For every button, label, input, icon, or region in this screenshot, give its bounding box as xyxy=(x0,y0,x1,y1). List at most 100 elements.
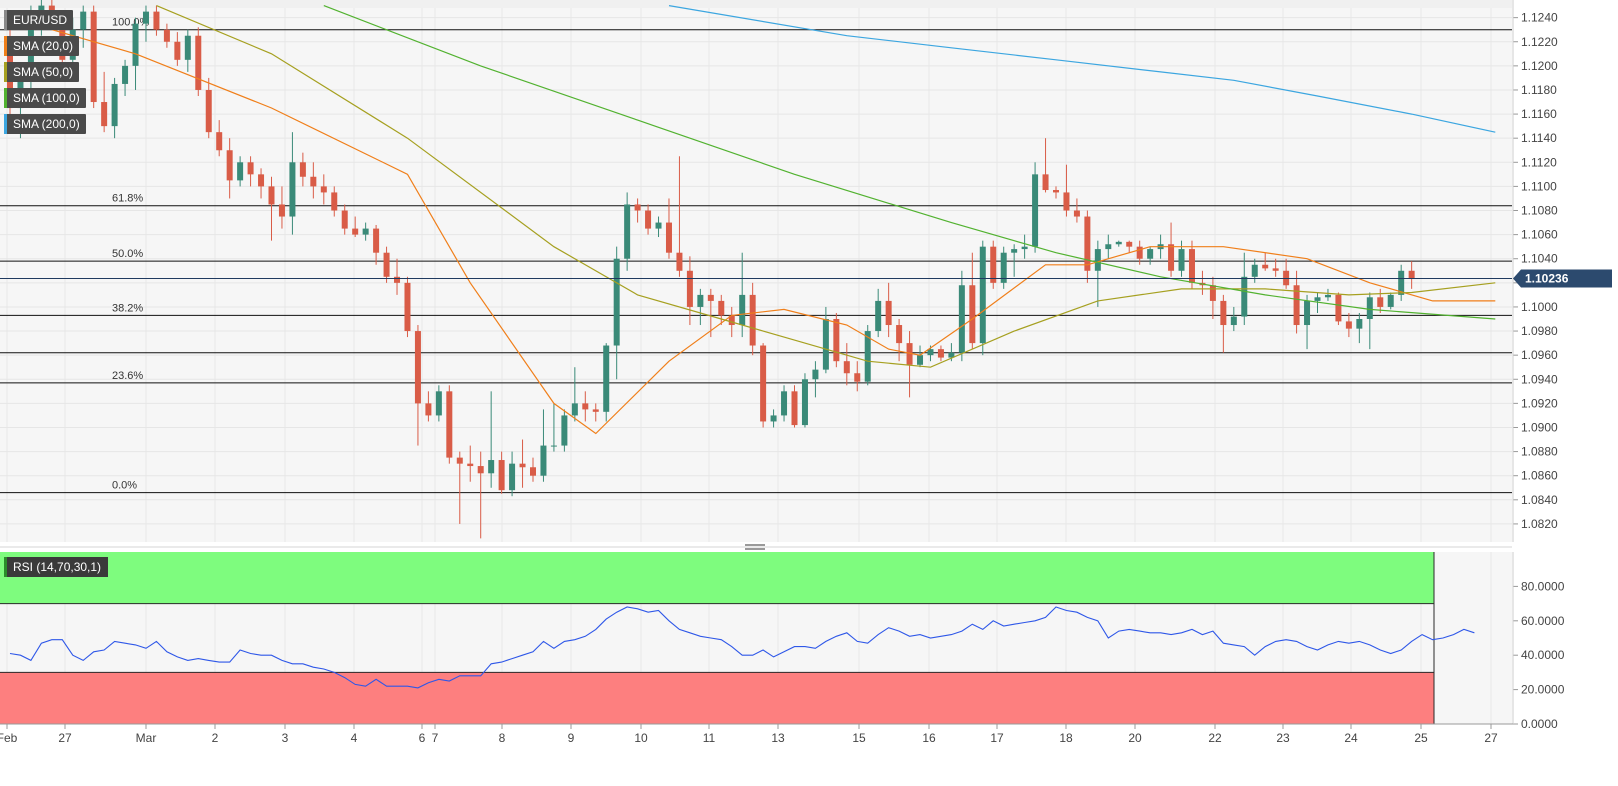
legend-sma-100: SMA (100,0) xyxy=(4,88,86,108)
y-tick-label-main: 1.1200 xyxy=(1521,59,1558,73)
candle-body xyxy=(247,162,254,175)
candle-body xyxy=(362,228,369,235)
x-tick-label: 9 xyxy=(568,731,575,745)
candle-body xyxy=(1084,216,1091,271)
y-tick-label-main: 1.1080 xyxy=(1521,204,1558,218)
y-tick-label-main: 1.0840 xyxy=(1521,493,1558,507)
candle-body xyxy=(1324,294,1331,298)
candle-body xyxy=(822,318,829,370)
candle-body xyxy=(467,463,474,467)
candle-body xyxy=(896,325,903,344)
candle-body xyxy=(195,35,202,90)
x-tick-label: 10 xyxy=(634,731,648,745)
candle-body xyxy=(624,204,631,259)
candle-body xyxy=(1241,276,1248,317)
y-tick-label-rsi: 80.0000 xyxy=(1521,579,1565,593)
candle-body xyxy=(833,318,840,362)
y-tick-label-main: 1.1220 xyxy=(1521,35,1558,49)
x-tick-label: 11 xyxy=(703,731,716,745)
x-tick-label: 27 xyxy=(58,731,72,745)
sma-line xyxy=(9,17,1496,435)
x-tick-label: 25 xyxy=(1414,731,1428,745)
x-tick-label: 18 xyxy=(1059,731,1073,745)
candle-body xyxy=(1136,246,1143,259)
candle-body xyxy=(1188,249,1195,283)
candle-body xyxy=(1304,300,1311,326)
candle-body xyxy=(237,162,244,181)
candle-body xyxy=(1408,270,1415,279)
x-tick-label: 2 xyxy=(212,731,219,745)
candle-body xyxy=(927,349,934,356)
sma-line xyxy=(156,5,1496,368)
sma-line xyxy=(668,5,1496,133)
x-tick-label: 4 xyxy=(351,731,358,745)
x-tick-label: 15 xyxy=(852,731,866,745)
candle-body xyxy=(948,352,955,358)
fib-level-label: 50.0% xyxy=(112,248,143,260)
candle-body xyxy=(791,391,798,426)
legend-sma-50-swatch xyxy=(4,62,7,82)
candle-body xyxy=(1115,241,1122,245)
candle-body xyxy=(394,276,401,283)
candle-body xyxy=(488,460,495,474)
sma-line xyxy=(323,5,1496,320)
candle-body xyxy=(414,331,421,404)
candle-body xyxy=(299,162,306,177)
candle-body xyxy=(969,285,976,344)
candle-body xyxy=(917,355,924,365)
legend-sma-200-swatch xyxy=(4,114,7,134)
y-tick-label-main: 1.0900 xyxy=(1521,420,1558,434)
rsi-overbought-zone xyxy=(0,552,1434,604)
candle-body xyxy=(665,222,672,253)
x-tick-label: 16 xyxy=(922,731,936,745)
candle-body xyxy=(707,294,714,301)
candle-body xyxy=(906,343,913,365)
y-tick-label-main: 1.1140 xyxy=(1521,131,1557,145)
candle-body xyxy=(582,403,589,410)
candle-body xyxy=(1168,244,1175,271)
candle-body xyxy=(1356,318,1363,329)
x-tick-label: 27 xyxy=(1484,731,1498,745)
top-strip xyxy=(0,0,1512,8)
candle-body xyxy=(1042,174,1049,191)
current-price-marker xyxy=(1513,269,1612,288)
candle-body xyxy=(226,150,233,181)
candle-body xyxy=(498,460,505,491)
y-tick-label-rsi: 20.0000 xyxy=(1521,683,1565,697)
y-tick-label-main: 1.1240 xyxy=(1521,11,1558,25)
legend-sma-200: SMA (200,0) xyxy=(4,114,86,134)
y-tick-label-rsi: 40.0000 xyxy=(1521,648,1565,662)
resize-handle-line-1 xyxy=(745,544,765,546)
candle-body xyxy=(1366,297,1373,319)
candle-body xyxy=(561,415,568,446)
y-tick-label-main: 1.0860 xyxy=(1521,469,1558,483)
rsi-line xyxy=(9,606,1475,689)
candle-body xyxy=(1293,285,1300,326)
candle-body xyxy=(1209,285,1216,301)
candle-body xyxy=(1147,249,1154,259)
candle-body xyxy=(697,294,704,307)
x-tick-label: 17 xyxy=(990,731,1004,745)
candle-body xyxy=(864,331,871,382)
candle-body xyxy=(456,457,463,464)
candle-body xyxy=(749,294,756,346)
candle-body xyxy=(1063,192,1070,211)
candle-body xyxy=(1314,297,1321,301)
fib-level-label: 100.0% xyxy=(112,17,150,29)
y-tick-label-main: 1.1180 xyxy=(1521,83,1557,97)
legend-sma-20: SMA (20,0) xyxy=(4,36,80,56)
legend-sma-200-label: SMA (200,0) xyxy=(13,117,80,131)
legend-sma-50: SMA (50,0) xyxy=(4,62,80,82)
x-tick-label: 24 xyxy=(1344,731,1358,745)
x-tick-label: 20 xyxy=(1128,731,1142,745)
candle-body xyxy=(979,246,986,344)
candle-body xyxy=(613,258,620,346)
candle-body xyxy=(341,210,348,229)
y-tick-label-main: 1.1040 xyxy=(1521,252,1558,266)
candle-body xyxy=(373,228,380,253)
rsi-legend-label: RSI (14,70,30,1) xyxy=(4,557,109,577)
candle-body xyxy=(550,445,557,447)
y-tick-label-main: 1.0940 xyxy=(1521,372,1558,386)
y-tick-label-main: 1.1060 xyxy=(1521,228,1558,242)
